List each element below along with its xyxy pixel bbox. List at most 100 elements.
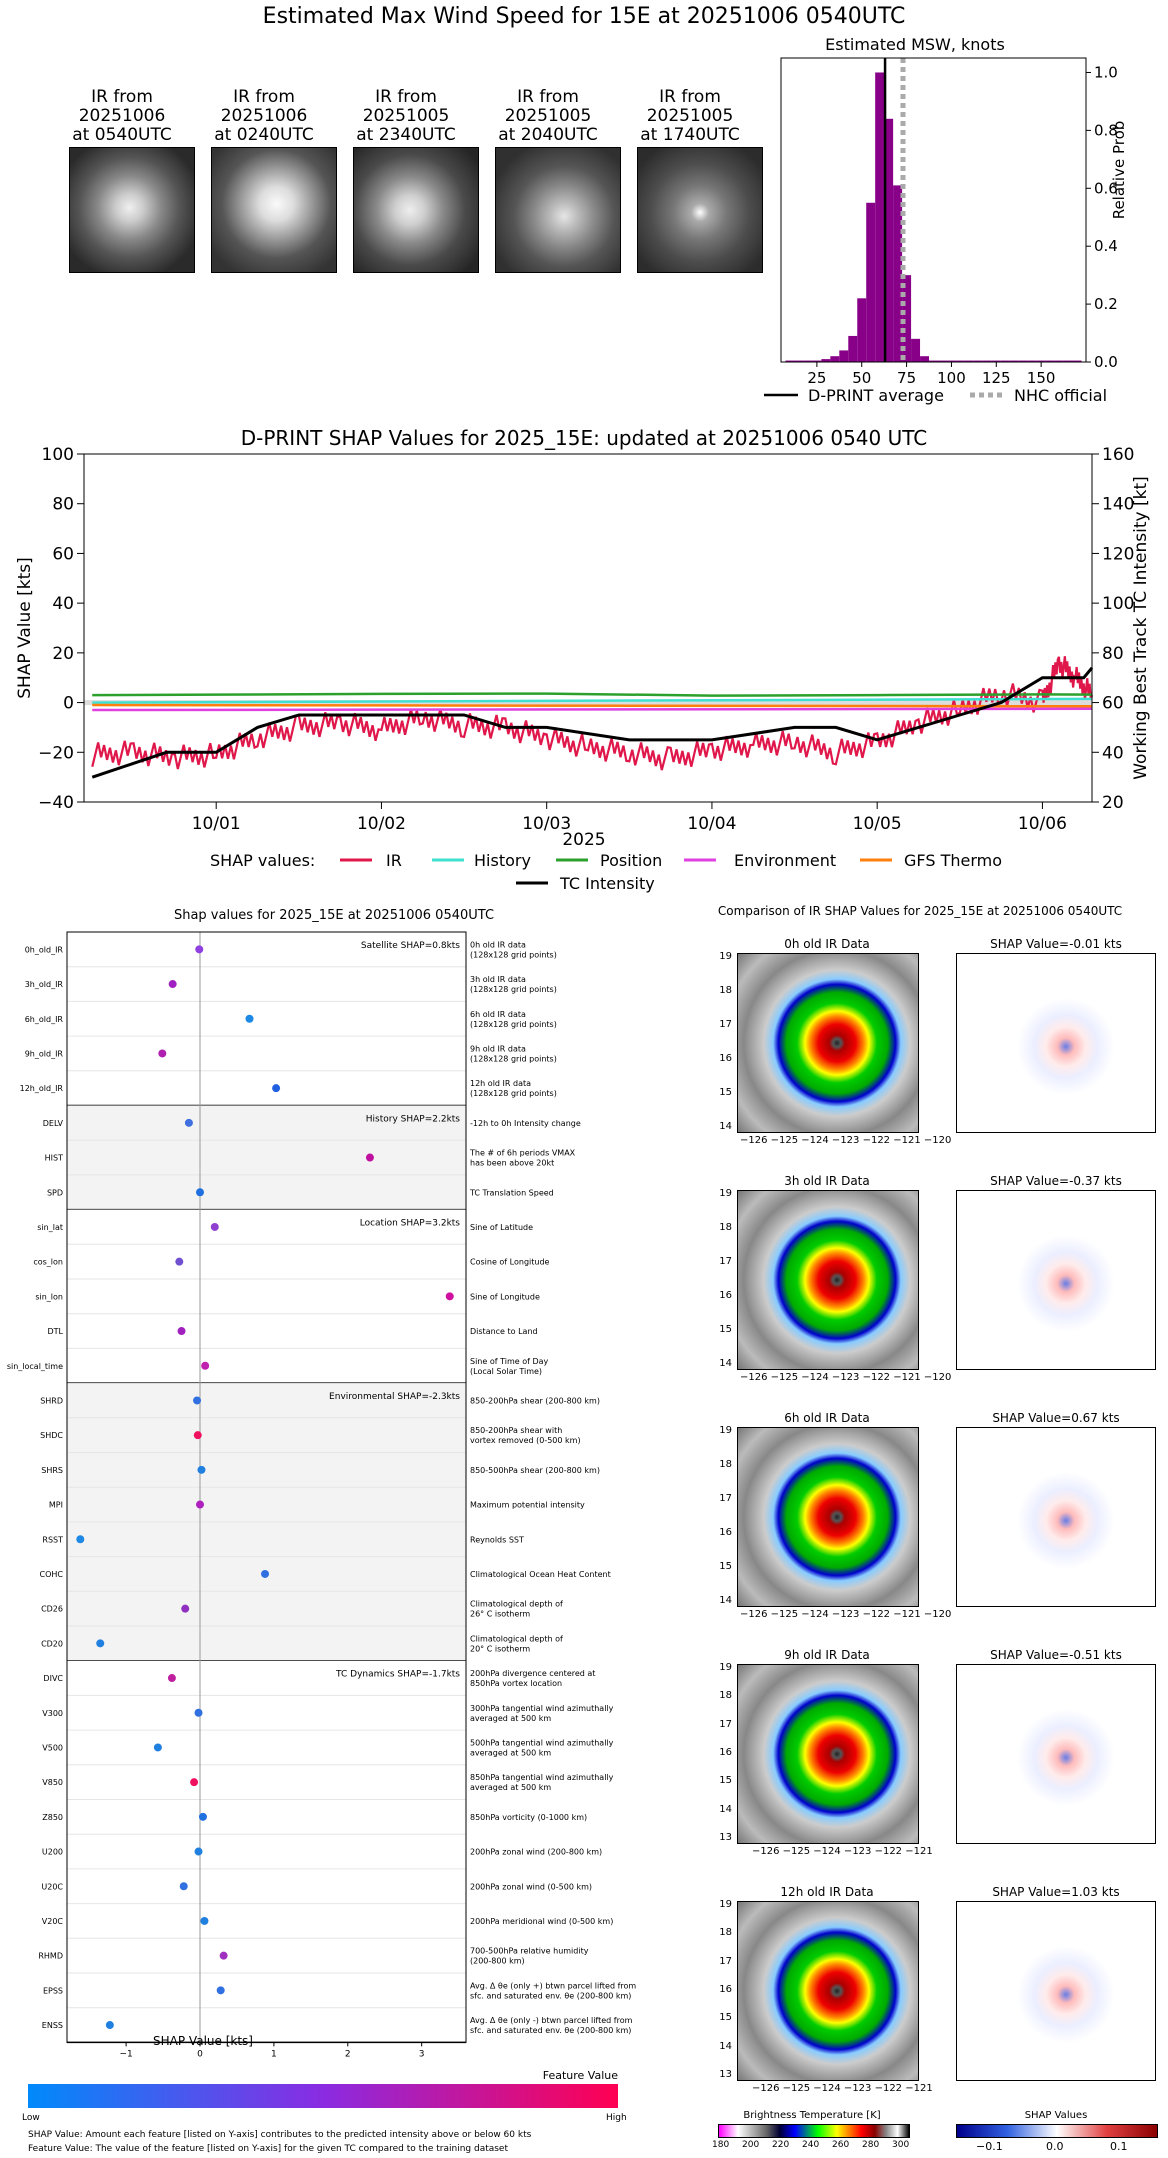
ir-label-0: IR from 20251006 at 0540UTC	[72, 87, 172, 145]
histogram-bar	[785, 360, 795, 362]
timeseries-ytick-label: −20	[38, 743, 74, 763]
timeseries-xtick-label: 10/04	[687, 814, 736, 834]
feature-shap-point	[181, 1604, 190, 1613]
ir-data-panel	[737, 953, 919, 1133]
lat-tick-label: 13	[719, 2069, 732, 2080]
histogram-bar	[982, 360, 992, 362]
legend-nhc-label: NHC official	[1014, 386, 1107, 405]
feature-description: (128x128 grid points)	[470, 950, 557, 959]
histogram-xtick-label: 150	[1027, 369, 1056, 387]
feature-description: -12h to 0h Intensity change	[470, 1119, 581, 1128]
feature-shap-point	[216, 1986, 225, 1995]
lat-tick-label: 14	[719, 1595, 732, 1606]
histogram-bar	[973, 360, 983, 362]
feature-description: has been above 20kt	[470, 1159, 554, 1168]
bt-tick-label: 240	[802, 2140, 820, 2150]
feature-name-label: SHDC	[40, 1431, 63, 1440]
shap-feature-chart: Shap values for 2025_15E at 20251006 054…	[7, 908, 637, 2154]
histogram-bar	[991, 360, 1001, 362]
lat-tick-label: 18	[719, 985, 732, 996]
lat-tick-label: 16	[719, 1053, 732, 1064]
histogram-ylabel: Relative Prob	[1110, 121, 1128, 220]
feature-description: Reynolds SST	[470, 1535, 524, 1544]
histogram-bar	[920, 356, 930, 362]
feature-group-background	[67, 932, 466, 1106]
feature-shap-point	[193, 1431, 202, 1440]
ir-data-panel	[737, 1427, 919, 1607]
feature-shap-point	[201, 1361, 210, 1370]
feature-description: 850-200hPa shear with	[470, 1426, 562, 1435]
feature-description: Avg. Δ θe (only +) btwn parcel lifted fr…	[470, 1981, 636, 1990]
feature-description: TC Translation Speed	[469, 1188, 554, 1197]
feature-name-label: 3h_old_IR	[25, 980, 64, 989]
feature-shap-point	[177, 1327, 186, 1336]
feature-description: (200-800 km)	[470, 1957, 525, 1966]
feature-shap-point	[167, 1674, 176, 1683]
feature-description: sfc. and saturated env. θe (200-800 km)	[470, 1991, 631, 2000]
footnote-shap: SHAP Value: Amount each feature [listed …	[28, 2130, 532, 2140]
histogram-bar	[929, 360, 938, 362]
feature-description: Climatological depth of	[470, 1600, 563, 1609]
ir-label-1: IR from 20251006 at 0240UTC	[214, 87, 314, 145]
feature-name-label: V20C	[42, 1917, 64, 1926]
feature-name-label: 6h_old_IR	[25, 1015, 64, 1024]
timeseries-ytick-label: 20	[52, 644, 74, 664]
feature-description: 0h old IR data	[470, 940, 526, 949]
histogram-bar	[866, 202, 876, 362]
histogram-xtick-label: 50	[852, 369, 871, 387]
ir-thumbnail-1	[211, 147, 337, 273]
lat-tick-label: 17	[719, 1718, 732, 1730]
ir-panel-title: 3h old IR Data	[784, 1174, 870, 1188]
timeseries-ytick-label: 60	[52, 544, 74, 564]
feature-group-label: Environmental SHAP=-2.3kts	[329, 1392, 460, 1402]
feature-group-background	[67, 1660, 466, 2043]
feature-name-label: V500	[42, 1743, 63, 1752]
timeseries-ytick-right-label: 60	[1102, 694, 1124, 714]
legend-dprint-label: D-PRINT average	[808, 386, 944, 405]
histogram-title: Estimated MSW, knots	[825, 35, 1005, 54]
series-line-tc-intensity	[91, 666, 1094, 779]
shap-colorbar-label: SHAP Values	[1024, 2110, 1088, 2121]
timeseries-xtick-label: 10/06	[1018, 814, 1067, 834]
timeseries-ytick-label: 0	[63, 694, 74, 714]
lat-tick-label: 18	[719, 1459, 732, 1470]
feature-plot-area: Satellite SHAP=0.8kts 0h_old_IR 0h old IR …	[7, 931, 636, 2059]
timeseries-ytick-label: 80	[52, 495, 74, 515]
histogram-bar	[964, 360, 974, 362]
feature-description: Climatological Ocean Heat Content	[470, 1570, 611, 1579]
feature-description: 20° C isotherm	[470, 1644, 530, 1653]
feature-name-label: MPI	[49, 1501, 63, 1510]
lat-tick-label: 15	[719, 1561, 732, 1572]
shap-cbar-tick-0: −0.1	[976, 2140, 1003, 2153]
ir-comparison-title: Comparison of IR SHAP Values for 2025_15…	[717, 904, 1123, 918]
feature-shap-point	[200, 1916, 209, 1925]
feature-name-label: 9h_old_IR	[25, 1049, 64, 1058]
feature-shap-point	[196, 1500, 204, 1509]
lon-tick-row: −126 −125 −124 −123 −122 −121 −120	[740, 1135, 952, 1146]
ir-data-panel	[737, 1664, 919, 1844]
feature-group-label: TC Dynamics SHAP=-1.7kts	[335, 1670, 460, 1680]
histogram-bar	[1063, 360, 1073, 362]
feature-name-label: DIVC	[43, 1674, 63, 1683]
bt-tick-label: 280	[862, 2140, 880, 2150]
histogram-bar	[1000, 360, 1010, 362]
feature-shap-point	[96, 1639, 105, 1648]
feature-description: 850-500hPa shear (200-800 km)	[470, 1466, 600, 1475]
series-line-environment	[92, 707, 1093, 712]
feature-description: 850hPa vortex location	[470, 1679, 562, 1688]
feature-name-label: 0h_old_IR	[25, 945, 64, 954]
histogram-xtick-label: 100	[937, 369, 966, 387]
feature-description: 700-500hPa relative humidity	[470, 1947, 589, 1956]
feature-description: 200hPa zonal wind (0-500 km)	[470, 1882, 592, 1891]
histogram-frame	[780, 57, 1087, 363]
timeseries-ytick-right-label: 120	[1102, 544, 1134, 564]
timeseries-legend: SHAP values: IR History Position Environ…	[210, 851, 1002, 893]
histogram-bar	[955, 360, 965, 362]
msw-histogram-chart: Estimated MSW, knots 25 50 75 100 125 150 0.0 0…	[764, 35, 1128, 405]
histogram-bar	[1072, 360, 1082, 362]
feature-group-background	[67, 1105, 466, 1210]
histogram-bar	[937, 360, 947, 362]
feature-description: Sine of Time of Day	[470, 1357, 549, 1366]
feature-name-label: cos_lon	[33, 1258, 63, 1267]
feature-shap-point	[76, 1535, 85, 1544]
